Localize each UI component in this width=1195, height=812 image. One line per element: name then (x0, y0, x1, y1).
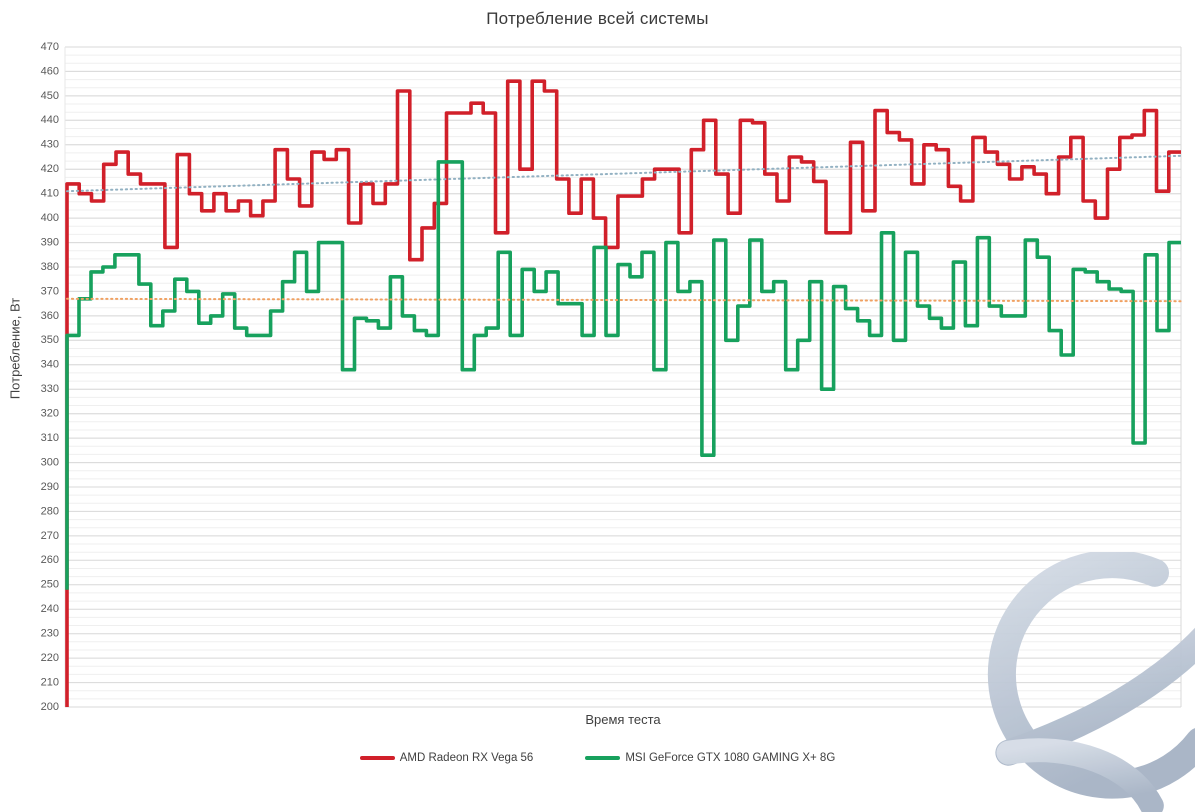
y-tick-label: 210 (41, 677, 59, 689)
x-axis-title: Время теста (585, 712, 661, 727)
legend-label: AMD Radeon RX Vega 56 (399, 752, 534, 764)
y-tick-label: 340 (41, 359, 59, 371)
y-tick-label: 450 (41, 90, 59, 102)
y-tick-label: 200 (41, 701, 59, 713)
red-line-swatch-icon (359, 756, 395, 760)
legend-item-green-series: MSI GeForce GTX 1080 GAMING X+ 8G (585, 752, 835, 764)
legend-label: MSI GeForce GTX 1080 GAMING X+ 8G (625, 752, 836, 764)
y-tick-label: 440 (41, 114, 59, 126)
y-tick-label: 250 (41, 579, 59, 591)
y-tick-label: 460 (41, 65, 59, 77)
y-tick-label: 400 (41, 212, 59, 224)
trendline (66, 297, 1182, 303)
y-tick-label: 380 (41, 261, 59, 273)
y-tick-label: 330 (41, 383, 59, 395)
y-tick-label: 360 (41, 310, 59, 322)
y-tick-label: 280 (41, 505, 59, 517)
green-line-swatch-icon (585, 756, 621, 760)
y-tick-label: 470 (41, 41, 59, 53)
y-tick-label: 230 (41, 628, 59, 640)
watermark-logo (987, 552, 1195, 812)
y-tick-label: 320 (41, 408, 59, 420)
trendline (66, 154, 1182, 193)
y-axis-title: Потребление, Вт (7, 297, 23, 400)
y-tick-label: 240 (41, 603, 59, 615)
y-tick-label: 370 (41, 285, 59, 297)
y-tick-label: 350 (41, 334, 59, 346)
y-tick-label: 390 (41, 237, 59, 249)
chart-title: Потребление всей системы (486, 9, 709, 28)
series-red-line (65, 79, 1181, 707)
y-tick-label: 260 (41, 554, 59, 566)
y-tick-label: 410 (41, 188, 59, 200)
y-tick-label: 430 (41, 139, 59, 151)
y-tick-label: 300 (41, 457, 59, 469)
series-green-line (65, 160, 1181, 590)
y-tick-label: 270 (41, 530, 59, 542)
y-tick-label: 310 (41, 432, 59, 444)
legend: AMD Radeon RX Vega 56 MSI GeForce GTX 10… (0, 749, 1195, 767)
y-tick-label: 290 (41, 481, 59, 493)
legend-item-red-series: AMD Radeon RX Vega 56 (359, 752, 534, 764)
y-tick-label: 420 (41, 163, 59, 175)
y-tick-label: 220 (41, 652, 59, 664)
